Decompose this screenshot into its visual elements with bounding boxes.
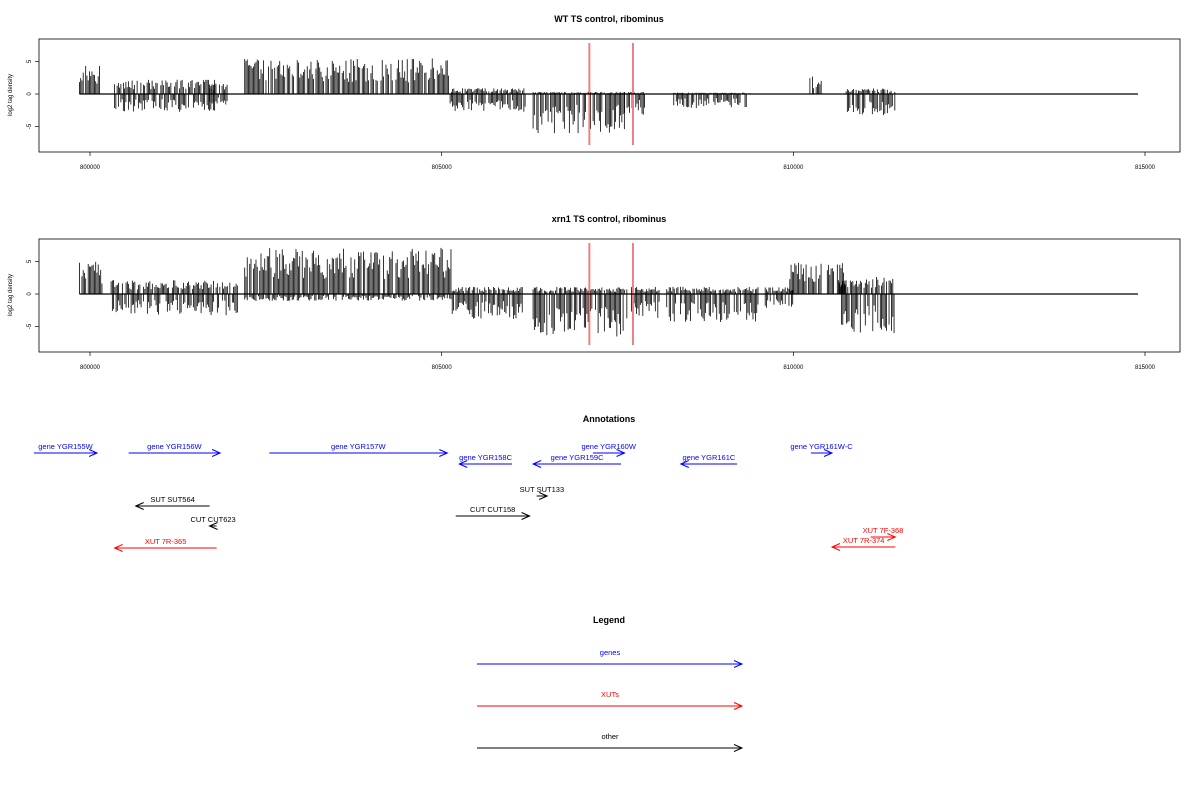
feature-label: gene YGR156W xyxy=(147,442,202,451)
y-tick-label: 0 xyxy=(27,92,33,96)
y-tick-label: 0 xyxy=(27,292,33,296)
x-tick-label: 800000 xyxy=(80,365,101,371)
x-tick-label: 805000 xyxy=(432,365,453,371)
bars-group xyxy=(79,247,895,337)
feature-arrowhead xyxy=(439,449,449,457)
x-tick-label: 810000 xyxy=(783,365,804,371)
feature-arrowhead xyxy=(458,460,468,468)
features-group: gene YGR155W gene YGR156W gene YGR157W gene… xyxy=(34,442,903,552)
panel-xrn1: xrn1 TS control, ribominus log2 tag dens… xyxy=(8,214,1181,371)
feature-arrowhead xyxy=(531,460,542,468)
x-tick-label: 805000 xyxy=(432,165,453,171)
plot-frame xyxy=(38,38,1181,153)
y-tick-label: 5 xyxy=(27,59,33,63)
feature-label: gene YGR158C xyxy=(459,453,512,462)
feature-arrowhead xyxy=(521,512,531,520)
y-tick-label: -5 xyxy=(27,323,33,329)
legend-items: genes XUTs other xyxy=(477,648,744,752)
legend-label: other xyxy=(601,732,619,741)
feature-label: gene YGR160W xyxy=(581,442,636,451)
legend-arrowhead xyxy=(733,702,744,710)
legend-label: genes xyxy=(600,648,621,657)
feature-label: gene YGR159C xyxy=(551,453,604,462)
x-tick-label: 800000 xyxy=(80,165,101,171)
feature-label: SUT SUT133 xyxy=(520,485,564,494)
panel-title: xrn1 TS control, ribominus xyxy=(552,214,667,224)
feature-arrowhead xyxy=(208,522,218,530)
feature-label: gene YGR161C xyxy=(682,453,735,462)
feature-arrowhead xyxy=(679,460,690,468)
panel-title: WT TS control, ribominus xyxy=(554,14,664,24)
feature-arrowhead xyxy=(538,492,549,500)
feature-label: XUT 7F-368 xyxy=(863,526,904,535)
bars-group xyxy=(79,58,896,134)
feature-arrowhead xyxy=(113,544,123,552)
axes-group: -5 0 5 800000 805000 810000 815000 xyxy=(27,259,1156,371)
legend: Legend genes XUTs other xyxy=(477,615,744,752)
feature-label: CUT CUT623 xyxy=(190,515,235,524)
feature-label: gene YGR155W xyxy=(38,442,93,451)
feature-label: SUT SUT564 xyxy=(150,495,194,504)
legend-title: Legend xyxy=(593,615,625,625)
feature-arrowhead xyxy=(830,543,841,551)
panel-wt: WT TS control, ribominus log2 tag densit… xyxy=(8,14,1181,171)
y-axis-label: log2 tag density xyxy=(8,74,14,116)
feature-label: CUT CUT158 xyxy=(470,505,515,514)
axes-group: -5 0 5 800000 805000 810000 815000 xyxy=(27,59,1156,171)
feature-arrowhead xyxy=(887,533,897,541)
feature-label: gene YGR161W-C xyxy=(790,442,853,451)
feature-arrowhead xyxy=(88,449,99,457)
annotations-title: Annotations xyxy=(583,414,636,424)
plot-frame xyxy=(38,238,1181,353)
feature-arrowhead xyxy=(823,449,834,457)
x-tick-label: 810000 xyxy=(783,165,804,171)
feature-arrowhead xyxy=(616,449,626,457)
x-tick-label: 815000 xyxy=(1135,165,1156,171)
y-tick-label: -5 xyxy=(27,123,33,129)
y-tick-label: 5 xyxy=(27,259,33,263)
feature-label: XUT 7R-374 xyxy=(843,536,885,545)
feature-arrowhead xyxy=(134,502,144,510)
legend-arrowhead xyxy=(733,660,744,668)
feature-arrowhead xyxy=(211,449,222,457)
y-axis-label: log2 tag density xyxy=(8,274,14,316)
annotations-track: Annotations gene YGR155W gene YGR156W gene… xyxy=(34,414,903,552)
feature-label: gene YGR157W xyxy=(331,442,386,451)
legend-label: XUTs xyxy=(601,690,619,699)
legend-arrowhead xyxy=(733,744,744,752)
x-tick-label: 815000 xyxy=(1135,365,1156,371)
feature-label: XUT 7R-365 xyxy=(145,537,187,546)
